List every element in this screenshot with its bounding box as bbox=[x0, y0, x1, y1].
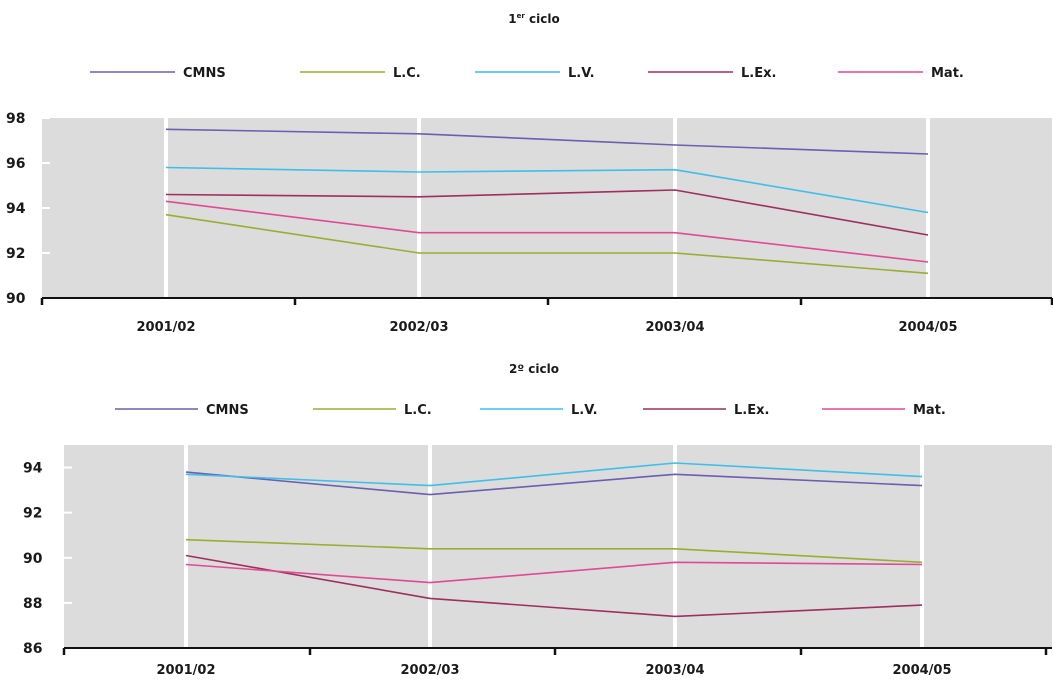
chart-1-axes bbox=[40, 297, 1053, 305]
series-line-cmns bbox=[165, 128, 929, 155]
y-tick-label-92: 92 bbox=[23, 506, 42, 522]
series-line-cmns bbox=[185, 471, 923, 496]
chart-2: 2º ciclo CMNS L.C. L.V. L.Ex. Mat. 86 88 90 92 9… bbox=[23, 362, 1052, 678]
chart-2-plot-area bbox=[64, 445, 1052, 648]
legend-label-mat-: Mat. bbox=[913, 403, 946, 418]
y-tick-label-92: 92 bbox=[6, 246, 25, 262]
x-tick-label-2003-04: 2003/04 bbox=[645, 320, 704, 335]
x-tick-label-2004-05: 2004/05 bbox=[892, 663, 951, 678]
y-tick-label-94: 94 bbox=[23, 461, 43, 477]
chart-2-x-ticks: 2001/02 2002/03 2003/04 2004/05 bbox=[156, 663, 951, 678]
y-tick-label-90: 90 bbox=[23, 551, 43, 567]
chart-2-axes bbox=[62, 647, 1052, 655]
x-tick-label-2001-02: 2001/02 bbox=[156, 663, 215, 678]
chart-1-plot-area bbox=[42, 118, 1052, 298]
series-line-mat- bbox=[165, 200, 929, 263]
chart-1-gridlines bbox=[164, 118, 930, 298]
legend-label-l-c-: L.C. bbox=[393, 66, 421, 81]
series-line-l-ex- bbox=[165, 189, 929, 236]
series-line-mat- bbox=[185, 561, 923, 584]
legend-label-l-c-: L.C. bbox=[404, 403, 432, 418]
series-line-l-v- bbox=[165, 166, 929, 214]
y-tick-label-96: 96 bbox=[6, 156, 25, 172]
legend-label-l-ex-: L.Ex. bbox=[734, 403, 769, 418]
chart-2-gridlines bbox=[184, 445, 924, 648]
legend-label-l-v-: L.V. bbox=[571, 403, 598, 418]
chart-2-series bbox=[185, 462, 923, 618]
legend-label-l-v-: L.V. bbox=[568, 66, 595, 81]
legend-label-cmns: CMNS bbox=[183, 66, 226, 81]
x-tick-label-2004-05: 2004/05 bbox=[898, 320, 957, 335]
legend-label-l-ex-: L.Ex. bbox=[741, 66, 776, 81]
x-tick-label-2003-04: 2003/04 bbox=[645, 663, 704, 678]
y-tick-label-98: 98 bbox=[6, 111, 25, 127]
chart-1-x-ticks: 2001/02 2002/03 2003/04 2004/05 bbox=[136, 320, 957, 335]
y-tick-label-86: 86 bbox=[23, 641, 42, 657]
chart-1-title: 1er ciclo bbox=[508, 12, 559, 26]
x-tick-label-2002-03: 2002/03 bbox=[400, 663, 459, 678]
y-tick-label-88: 88 bbox=[23, 596, 42, 612]
series-line-l-c- bbox=[165, 213, 929, 275]
y-tick-label-94: 94 bbox=[6, 201, 26, 217]
chart-1-series bbox=[165, 128, 929, 275]
chart-2-y-ticks: 86 88 90 92 94 bbox=[23, 461, 72, 657]
x-tick-label-2001-02: 2001/02 bbox=[136, 320, 195, 335]
legend-label-cmns: CMNS bbox=[206, 403, 249, 418]
chart-2-title: 2º ciclo bbox=[509, 362, 559, 376]
chart-1-y-ticks: 90 92 94 96 98 bbox=[6, 111, 50, 307]
y-tick-label-90: 90 bbox=[6, 291, 26, 307]
chart-1-legend: CMNS L.C. L.V. L.Ex. Mat. bbox=[90, 66, 964, 81]
chart-1: 1er ciclo CMNS L.C. L.V. L.Ex. Mat. 90 92 94 96… bbox=[6, 12, 1053, 335]
series-line-l-ex- bbox=[185, 554, 923, 618]
x-tick-label-2002-03: 2002/03 bbox=[389, 320, 448, 335]
legend-label-mat-: Mat. bbox=[931, 66, 964, 81]
series-line-l-v- bbox=[185, 462, 923, 487]
chart-2-legend: CMNS L.C. L.V. L.Ex. Mat. bbox=[115, 403, 946, 418]
series-line-l-c- bbox=[185, 538, 923, 564]
